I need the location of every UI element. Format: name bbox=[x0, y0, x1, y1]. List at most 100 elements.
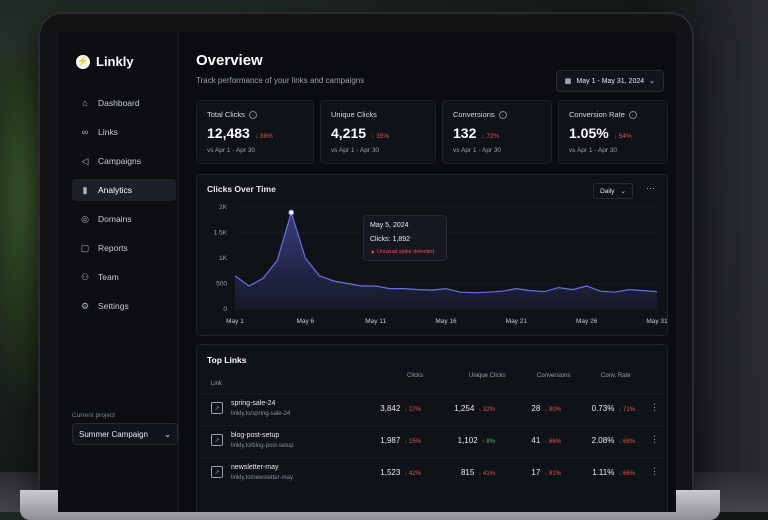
cell-rate: 1.11% ↓ 66% bbox=[592, 468, 635, 477]
sidebar-item-label: Settings bbox=[98, 301, 129, 311]
info-icon[interactable]: i bbox=[498, 110, 507, 119]
link-name[interactable]: spring-sale-24 bbox=[231, 400, 276, 407]
link-name[interactable]: blog-post-setup bbox=[231, 432, 280, 439]
info-icon[interactable]: i bbox=[248, 110, 257, 119]
unique-value: 815 bbox=[460, 468, 475, 477]
kpi-total-clicks[interactable]: Total Clicks i 12,483 ↓ 38% vs Apr 1 - Apr… bbox=[196, 100, 314, 164]
cell-conversions: 41 ↓ 66% bbox=[531, 436, 561, 445]
cell-unique: 1,102 ↑ 8% bbox=[458, 436, 495, 445]
series-line bbox=[234, 210, 658, 294]
rate-value: 1.11% bbox=[592, 468, 615, 477]
page-title: Overview bbox=[196, 52, 263, 69]
sidebar-item-reports[interactable]: ▢ Reports bbox=[72, 237, 176, 259]
megaphone-icon: ◁ bbox=[81, 155, 89, 166]
clicks-chart[interactable]: 0 500 1K 1.5K 2K May 1 May 6 May 11 May 16 May 21… bbox=[197, 175, 667, 335]
kpi-delta: ↓ 38% bbox=[254, 133, 273, 140]
sidebar-item-links[interactable]: ∞ Links bbox=[72, 121, 176, 143]
y-tick-label: 2K bbox=[219, 204, 228, 211]
row-menu-icon[interactable]: ⋮ bbox=[650, 434, 659, 444]
link-url[interactable]: linkly.to/blog-post-setup bbox=[231, 443, 294, 449]
clicks-delta: ↓ 27% bbox=[404, 407, 421, 413]
table-row[interactable]: ↗ newsletter-may linkly.to/newsletter-ma… bbox=[197, 457, 667, 488]
row-menu-icon[interactable]: ⋮ bbox=[650, 466, 659, 476]
x-tick-label: May 11 bbox=[365, 318, 386, 325]
y-tick-label: 1.5K bbox=[214, 230, 228, 237]
date-range-picker[interactable]: ▦ May 1 - May 31, 2024 ⌄ bbox=[555, 70, 664, 92]
link-name[interactable]: newsletter-may bbox=[231, 464, 279, 471]
kpi-label: Conversions bbox=[453, 110, 495, 119]
external-link-icon: ↗ bbox=[211, 466, 223, 478]
th-conversions[interactable]: Conversions bbox=[537, 373, 571, 379]
unique-delta: ↓ 41% bbox=[478, 471, 495, 477]
sidebar-nav: ⌂ Dashboard ∞ Links ◁ Campaigns ▮ Analytics … bbox=[72, 92, 176, 324]
link-url[interactable]: linkly.to/newsletter-may bbox=[231, 475, 293, 481]
conv-value: 41 bbox=[531, 436, 541, 445]
document-icon: ▢ bbox=[80, 242, 90, 253]
kpi-conversions[interactable]: Conversions i 132 ↓ 72% vs Apr 1 - Apr 30 bbox=[442, 100, 552, 164]
sidebar-item-label: Campaigns bbox=[98, 156, 141, 166]
sidebar-item-label: Links bbox=[98, 127, 118, 137]
bar-chart-icon: ▮ bbox=[82, 184, 88, 195]
conv-value: 17 bbox=[531, 468, 541, 477]
series-area bbox=[235, 212, 657, 309]
conv-value: 28 bbox=[531, 404, 541, 413]
kpi-compare: vs Apr 1 - Apr 30 bbox=[331, 147, 380, 154]
sidebar: ⚡ Linkly ⌂ Dashboard ∞ Links ◁ Campaigns ▮ A… bbox=[58, 32, 179, 512]
unique-value: 1,254 bbox=[454, 404, 475, 413]
tooltip-warning: ▲ Unusual spike detected bbox=[370, 249, 435, 255]
table-row[interactable]: ↗ spring-sale-24 linkly.to/spring-sale-2… bbox=[197, 393, 667, 424]
y-tick-label: 0 bbox=[223, 306, 227, 313]
project-select[interactable]: Summer Campaign ⌄ bbox=[72, 423, 178, 445]
external-link-icon: ↗ bbox=[211, 402, 223, 414]
info-icon[interactable]: i bbox=[628, 110, 637, 119]
brand-name: Linkly bbox=[96, 54, 134, 69]
conv-delta: ↓ 80% bbox=[544, 407, 561, 413]
sidebar-item-analytics[interactable]: ▮ Analytics bbox=[72, 179, 176, 201]
kpi-conversion-rate[interactable]: Conversion Rate i 1.05% ↓ 54% vs Apr 1 - A… bbox=[558, 100, 668, 164]
chevron-down-icon: ⌄ bbox=[649, 78, 655, 85]
th-link: Link bbox=[211, 381, 223, 387]
link-url[interactable]: linkly.to/spring-sale-24 bbox=[231, 411, 291, 417]
kpi-label: Unique Clicks bbox=[331, 110, 377, 119]
th-unique[interactable]: Unique Clicks bbox=[469, 373, 506, 379]
sidebar-item-label: Team bbox=[98, 272, 119, 282]
sidebar-item-settings[interactable]: ⚙ Settings bbox=[72, 295, 176, 317]
granularity-select[interactable]: Daily ⌄ bbox=[593, 183, 633, 199]
x-tick-label: May 6 bbox=[296, 318, 314, 325]
row-menu-icon[interactable]: ⋮ bbox=[650, 402, 659, 412]
clicks-delta: ↓ 15% bbox=[404, 439, 421, 445]
kpi-value: 12,483 bbox=[207, 125, 250, 141]
more-options-icon[interactable]: ⋯ bbox=[646, 183, 655, 193]
kpi-value: 4,215 bbox=[331, 125, 367, 141]
sidebar-item-label: Domains bbox=[98, 214, 132, 224]
kpi-unique-clicks[interactable]: Unique Clicks 4,215 ↓ 35% vs Apr 1 - Apr … bbox=[320, 100, 436, 164]
th-rate[interactable]: Conv. Rate bbox=[601, 373, 631, 379]
sidebar-item-team[interactable]: ⚇ Team bbox=[72, 266, 176, 288]
y-tick-label: 1K bbox=[219, 255, 228, 262]
clicks-value: 1,523 bbox=[380, 468, 401, 477]
kpi-value: 132 bbox=[453, 125, 477, 141]
kpi-compare: vs Apr 1 - Apr 30 bbox=[453, 147, 502, 154]
lightning-icon: ⚡ bbox=[76, 54, 90, 69]
conv-delta: ↓ 81% bbox=[544, 471, 561, 477]
project-switcher: Current project Summer Campaign ⌄ bbox=[72, 412, 178, 445]
sidebar-item-domains[interactable]: ◎ Domains bbox=[72, 208, 176, 230]
kpi-delta: ↓ 72% bbox=[481, 133, 500, 140]
chevron-down-icon: ⌄ bbox=[620, 188, 626, 195]
brand-logo[interactable]: ⚡ Linkly bbox=[76, 54, 134, 69]
clicks-value: 1,987 bbox=[380, 436, 401, 445]
tooltip-warning-text: Unusual spike detected bbox=[376, 249, 435, 255]
table-row[interactable]: ↗ blog-post-setup linkly.to/blog-post-se… bbox=[197, 425, 667, 456]
cell-clicks: 1,523 ↓ 42% bbox=[380, 468, 421, 477]
page-subtitle: Track performance of your links and camp… bbox=[196, 76, 365, 85]
rate-value: 0.73% bbox=[591, 404, 615, 413]
cell-unique: 1,254 ↓ 32% bbox=[454, 404, 495, 413]
sidebar-item-dashboard[interactable]: ⌂ Dashboard bbox=[72, 92, 176, 114]
laptop-screen: ⚡ Linkly ⌂ Dashboard ∞ Links ◁ Campaigns ▮ A… bbox=[58, 32, 676, 512]
th-clicks[interactable]: Clicks bbox=[407, 373, 423, 379]
conv-delta: ↓ 66% bbox=[544, 439, 561, 445]
kpi-row: Total Clicks i 12,483 ↓ 38% vs Apr 1 - Apr… bbox=[196, 100, 668, 164]
clicks-chart-card: Clicks Over Time Daily ⌄ ⋯ 0 500 1K 1.5K 2K Ma… bbox=[196, 174, 668, 336]
tooltip-clicks: Clicks: 1,892 bbox=[370, 236, 411, 243]
sidebar-item-campaigns[interactable]: ◁ Campaigns bbox=[72, 150, 176, 172]
